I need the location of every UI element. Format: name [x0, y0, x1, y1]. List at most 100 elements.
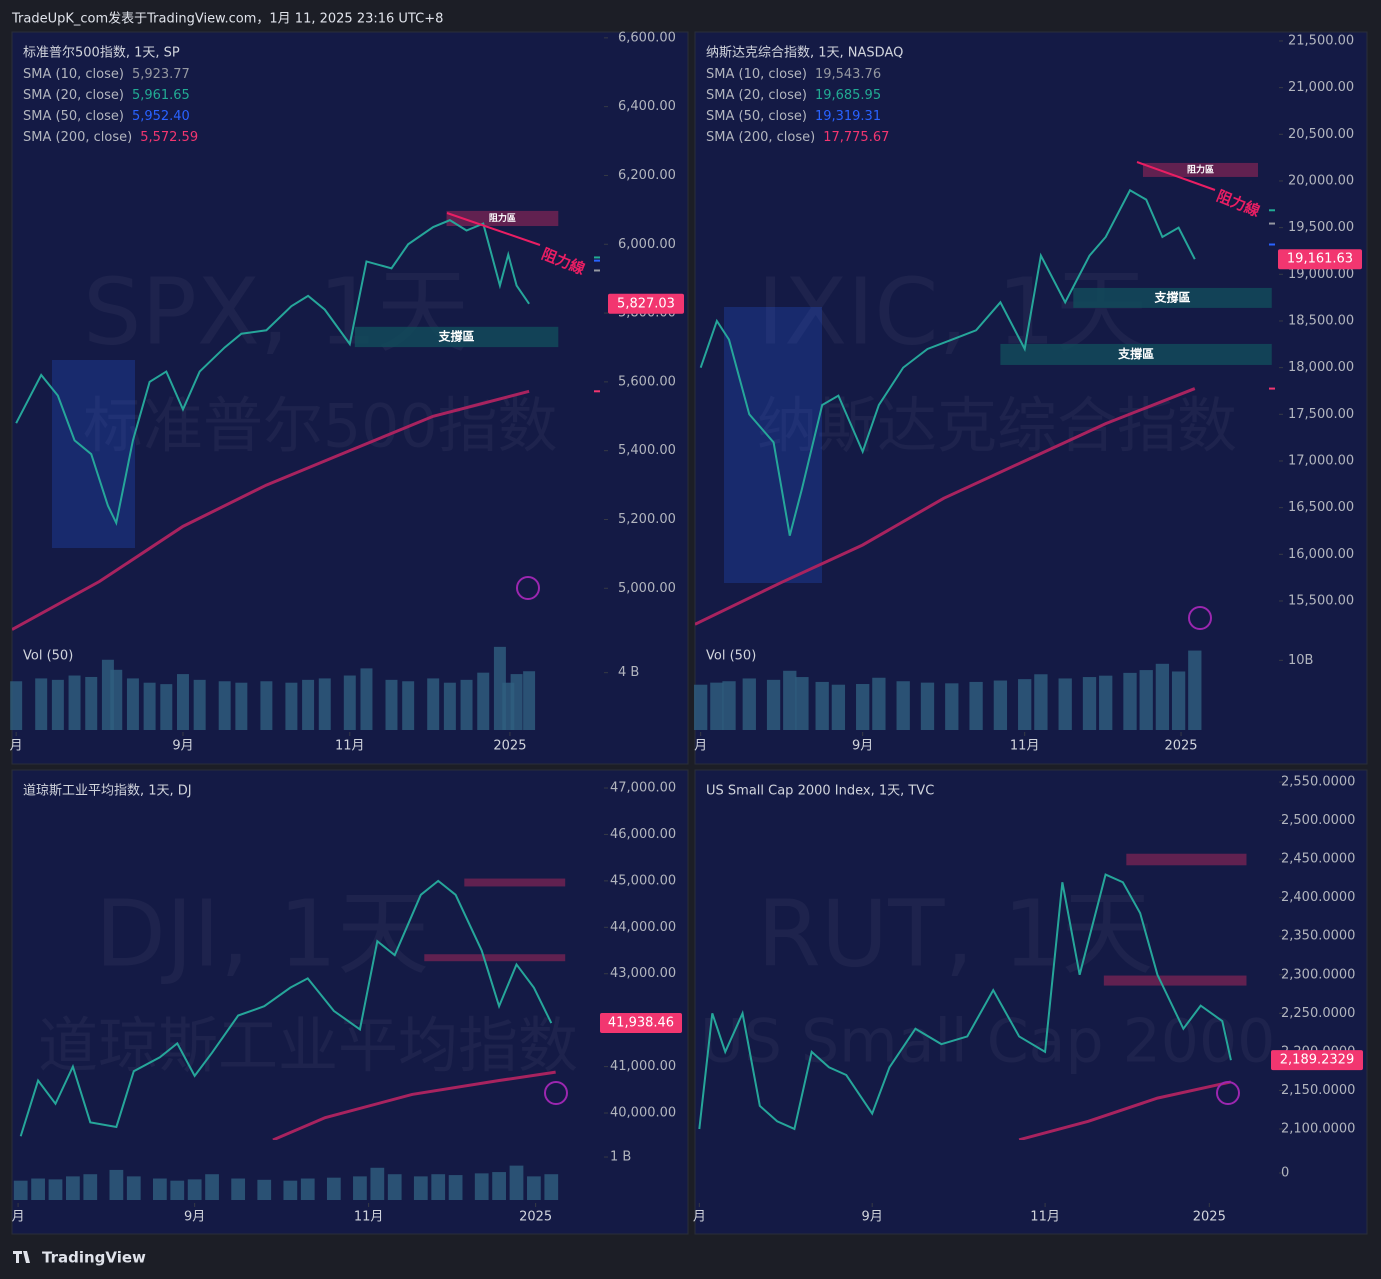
volume-bar — [493, 646, 506, 730]
volume-bar — [1018, 679, 1032, 730]
price-tag-label: 2,189.2329 — [1280, 1053, 1354, 1068]
volume-bar — [257, 1179, 272, 1200]
volume-bar — [945, 683, 959, 730]
panel: DJI, 1天道琼斯工业平均指数40,000.0041,000.0042,000… — [11, 769, 689, 1235]
volume-bar — [10, 681, 23, 730]
y-tick-label: 46,000.00 — [610, 827, 676, 842]
resistance-line — [1136, 161, 1216, 191]
zone — [1103, 975, 1247, 986]
sma-legend: SMA (10, close) 19,543.76 — [706, 67, 881, 82]
watermark: DJI, 1天 — [95, 880, 429, 987]
panel-background — [694, 31, 1368, 765]
volume-bar — [402, 681, 415, 730]
sma-name: SMA (50, close) — [23, 109, 124, 124]
volume-bar — [766, 679, 781, 730]
x-tick-label: 9月 — [172, 739, 193, 754]
volume-bar — [694, 684, 708, 730]
volume-tick-label: 0 — [1281, 1166, 1289, 1181]
volume-bar — [66, 1176, 80, 1200]
zone-label: 支撐區 — [438, 328, 475, 343]
sma-legend: SMA (200, close) 17,775.67 — [706, 130, 889, 145]
alert-icon — [1188, 606, 1212, 630]
chart-title: US Small Cap 2000 Index, 1天, TVC — [706, 784, 934, 799]
volume-bar — [48, 1179, 63, 1200]
y-tick-label: 6,600.00 — [618, 30, 676, 45]
volume-bar — [302, 679, 315, 730]
footer: TradingView — [42, 1249, 146, 1267]
panel-background — [11, 769, 689, 1235]
y-tick-label: 2,550.0000 — [1281, 775, 1355, 790]
volume-bar — [353, 1176, 367, 1200]
price-tag-label: 19,161.63 — [1287, 252, 1353, 267]
sma-value: 5,952.40 — [132, 109, 190, 124]
volume-bar — [193, 679, 206, 730]
y-tick-label: 5,200.00 — [618, 512, 676, 527]
y-tick-label: 18,000.00 — [1288, 360, 1354, 375]
sma-name: SMA (20, close) — [23, 88, 124, 103]
resistance-line — [446, 212, 541, 246]
x-tick-label: 月 — [10, 739, 23, 754]
price-tag — [1278, 249, 1362, 270]
volume-bar — [1099, 675, 1113, 730]
volume-bar — [722, 681, 736, 730]
volume-bar — [83, 1174, 98, 1200]
volume-tick-label: 4 B — [618, 665, 639, 680]
volume-bar — [527, 1176, 541, 1200]
sma-legend: SMA (200, close) 5,572.59 — [23, 130, 198, 145]
sma-name: SMA (10, close) — [23, 67, 124, 82]
zone — [354, 326, 559, 348]
volume-bar — [710, 682, 724, 730]
x-tick-label: 9月 — [852, 739, 873, 754]
volume-bar — [187, 1179, 202, 1200]
y-tick-label: 6,000.00 — [618, 237, 676, 252]
volume-bar — [477, 672, 490, 730]
y-tick-label: 2,350.0000 — [1281, 929, 1355, 944]
volume-bar — [143, 682, 156, 730]
volume-bar — [896, 681, 910, 730]
zone — [1073, 287, 1272, 308]
volume-bar — [1123, 672, 1137, 730]
y-tick-label: 47,000.00 — [610, 781, 676, 796]
volume-bar — [300, 1178, 315, 1200]
y-tick-label: 5,600.00 — [618, 374, 676, 389]
volume-bar — [509, 1165, 524, 1200]
volume-bar — [176, 674, 189, 730]
y-tick-label: 2,450.0000 — [1281, 852, 1355, 867]
zone-label: 支撐區 — [1117, 346, 1154, 361]
price-tag — [608, 293, 684, 314]
y-tick-label: 16,000.00 — [1288, 547, 1354, 562]
volume-bar — [443, 682, 456, 730]
sma-name: SMA (50, close) — [706, 109, 807, 124]
volume-bar — [544, 1174, 559, 1200]
zone — [1126, 853, 1247, 866]
y-tick-label: 21,000.00 — [1288, 80, 1354, 95]
volume-bar — [85, 676, 98, 730]
volume-bar — [492, 1172, 506, 1200]
volume-bar — [815, 681, 829, 730]
alert-icon — [516, 576, 540, 600]
header: TradeUpK_com发表于TradingView.com，1月 11, 20… — [11, 11, 443, 27]
volume-bar — [101, 659, 114, 730]
volume-bar — [285, 682, 298, 730]
volume-bar — [993, 680, 1008, 730]
sma-legend: SMA (20, close) 5,961.65 — [23, 88, 190, 103]
x-tick-label: 2025 — [1164, 739, 1197, 754]
volume-bar — [51, 679, 64, 730]
volume-bar — [1139, 670, 1153, 730]
volume-bar — [969, 681, 983, 730]
chart-title: 标准普尔500指数, 1天, SP — [23, 46, 180, 61]
watermark: RUT, 1天 — [757, 880, 1153, 987]
volume-bar — [1171, 671, 1186, 730]
sma-value: 5,572.59 — [140, 130, 198, 145]
y-tick-label: 40,000.00 — [610, 1106, 676, 1121]
watermark: SPX, 1天 — [83, 258, 469, 365]
sma-legend: SMA (50, close) 19,319.31 — [706, 109, 881, 124]
alert-icon — [544, 1081, 568, 1105]
panel-background — [11, 31, 689, 765]
volume-bar — [523, 671, 536, 730]
volume-bar — [460, 679, 473, 730]
volume-bar — [152, 1178, 167, 1200]
